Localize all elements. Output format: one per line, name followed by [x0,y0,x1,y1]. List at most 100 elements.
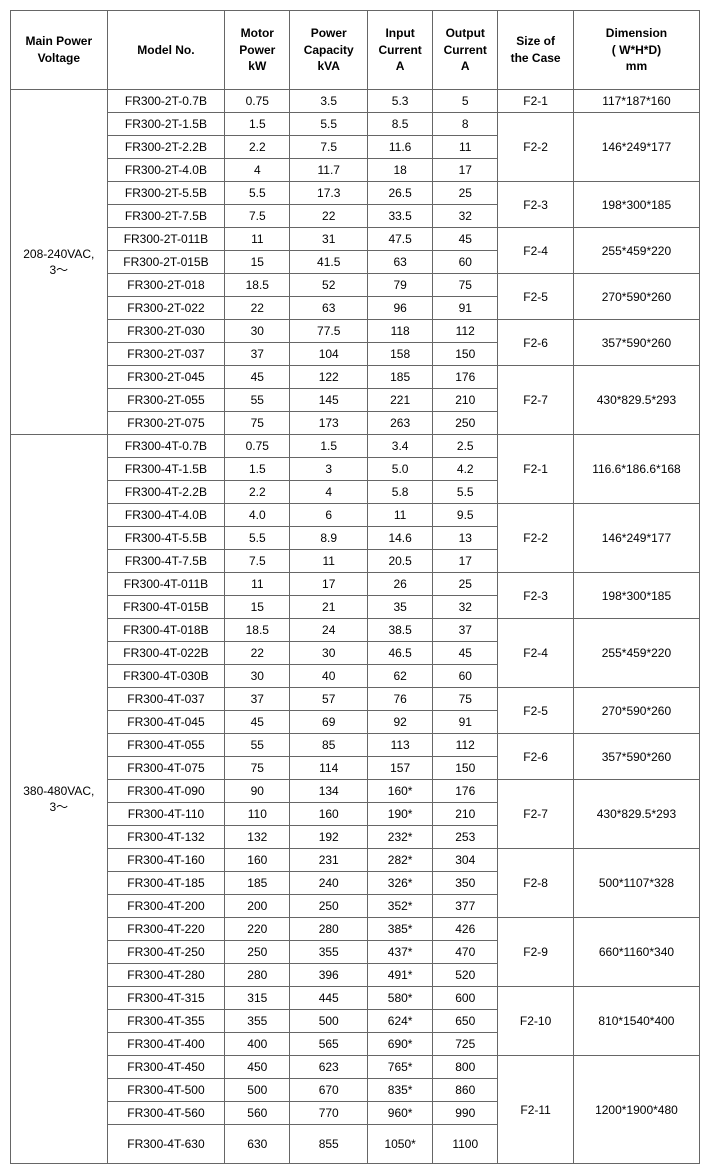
cell-motor: 0.75 [225,90,290,113]
cell-output: 75 [433,688,498,711]
cell-input: 20.5 [368,550,433,573]
cell-input: 5.0 [368,458,433,481]
cell-capacity: 145 [290,389,368,412]
cell-model: FR300-4T-185 [107,872,225,895]
cell-input: 5.8 [368,481,433,504]
cell-model: FR300-2T-7.5B [107,205,225,228]
cell-output: 112 [433,734,498,757]
cell-case: F2-5 [498,688,574,734]
cell-dimension: 198*300*185 [573,573,699,619]
cell-output: 304 [433,849,498,872]
cell-output: 32 [433,596,498,619]
cell-input: 63 [368,251,433,274]
table-row: FR300-4T-315315445580*600F2-10810*1540*4… [11,987,700,1010]
cell-output: 17 [433,159,498,182]
cell-case: F2-3 [498,182,574,228]
cell-input: 96 [368,297,433,320]
cell-output: 990 [433,1102,498,1125]
cell-motor: 400 [225,1033,290,1056]
cell-model: FR300-2T-015B [107,251,225,274]
cell-input: 8.5 [368,113,433,136]
cell-model: FR300-4T-011B [107,573,225,596]
th-input: InputCurrentA [368,11,433,90]
cell-motor: 630 [225,1125,290,1164]
cell-output: 210 [433,803,498,826]
cell-input: 11 [368,504,433,527]
cell-capacity: 623 [290,1056,368,1079]
cell-input: 960* [368,1102,433,1125]
cell-dimension: 357*590*260 [573,320,699,366]
table-row: FR300-2T-5.5B5.517.326.525F2-3198*300*18… [11,182,700,205]
cell-input: 18 [368,159,433,182]
cell-motor: 0.75 [225,435,290,458]
cell-output: 60 [433,251,498,274]
cell-case: F2-5 [498,274,574,320]
cell-dimension: 146*249*177 [573,113,699,182]
cell-capacity: 24 [290,619,368,642]
cell-motor: 500 [225,1079,290,1102]
cell-model: FR300-4T-075 [107,757,225,780]
cell-output: 520 [433,964,498,987]
cell-input: 690* [368,1033,433,1056]
cell-motor: 15 [225,596,290,619]
cell-capacity: 565 [290,1033,368,1056]
cell-model: FR300-4T-630 [107,1125,225,1164]
cell-output: 45 [433,642,498,665]
cell-input: 437* [368,941,433,964]
cell-model: FR300-4T-250 [107,941,225,964]
cell-output: 1100 [433,1125,498,1164]
cell-capacity: 22 [290,205,368,228]
cell-output: 17 [433,550,498,573]
cell-motor: 250 [225,941,290,964]
cell-input: 352* [368,895,433,918]
cell-motor: 22 [225,642,290,665]
cell-motor: 280 [225,964,290,987]
cell-model: FR300-4T-055 [107,734,225,757]
cell-output: 176 [433,780,498,803]
cell-input: 326* [368,872,433,895]
table-row: FR300-4T-0555585113112F2-6357*590*260 [11,734,700,757]
cell-dimension: 660*1160*340 [573,918,699,987]
cell-output: 11 [433,136,498,159]
cell-capacity: 21 [290,596,368,619]
cell-output: 150 [433,757,498,780]
cell-motor: 45 [225,366,290,389]
cell-model: FR300-2T-022 [107,297,225,320]
cell-dimension: 357*590*260 [573,734,699,780]
cell-model: FR300-4T-400 [107,1033,225,1056]
cell-model: FR300-4T-022B [107,642,225,665]
cell-capacity: 500 [290,1010,368,1033]
cell-motor: 55 [225,734,290,757]
cell-input: 113 [368,734,433,757]
cell-output: 150 [433,343,498,366]
cell-capacity: 40 [290,665,368,688]
cell-input: 765* [368,1056,433,1079]
cell-model: FR300-4T-5.5B [107,527,225,550]
cell-output: 13 [433,527,498,550]
cell-output: 9.5 [433,504,498,527]
cell-model: FR300-4T-090 [107,780,225,803]
cell-capacity: 122 [290,366,368,389]
cell-input: 5.3 [368,90,433,113]
cell-model: FR300-4T-018B [107,619,225,642]
cell-output: 600 [433,987,498,1010]
cell-capacity: 4 [290,481,368,504]
cell-dimension: 255*459*220 [573,619,699,688]
cell-model: FR300-4T-160 [107,849,225,872]
table-row: FR300-4T-220220280385*426F2-9660*1160*34… [11,918,700,941]
cell-model: FR300-4T-4.0B [107,504,225,527]
table-row: FR300-2T-1.5B1.55.58.58F2-2146*249*177 [11,113,700,136]
cell-model: FR300-4T-7.5B [107,550,225,573]
cell-model: FR300-4T-2.2B [107,481,225,504]
cell-output: 25 [433,182,498,205]
cell-case: F2-9 [498,918,574,987]
cell-voltage: 380-480VAC,3～ [11,435,108,1164]
cell-motor: 37 [225,688,290,711]
cell-dimension: 430*829.5*293 [573,366,699,435]
cell-capacity: 240 [290,872,368,895]
cell-dimension: 116.6*186.6*168 [573,435,699,504]
cell-model: FR300-4T-030B [107,665,225,688]
cell-dimension: 255*459*220 [573,228,699,274]
cell-input: 157 [368,757,433,780]
cell-output: 60 [433,665,498,688]
